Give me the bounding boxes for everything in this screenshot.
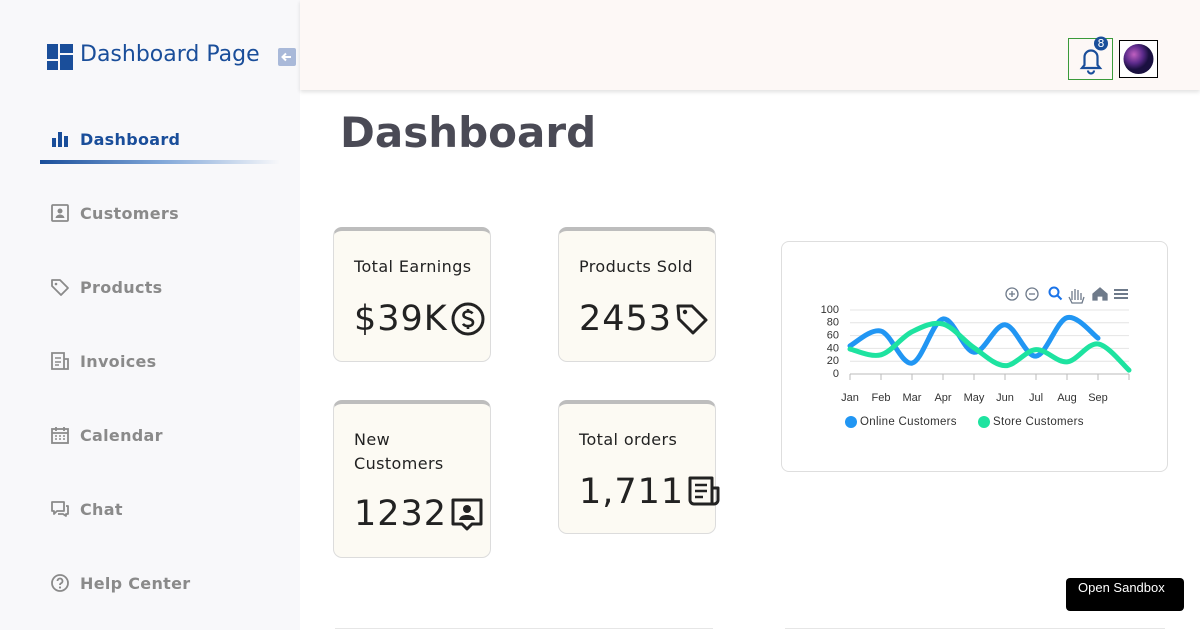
- zoom-in-button[interactable]: [1005, 287, 1019, 301]
- x-tick-label: Feb: [872, 392, 891, 404]
- divider: [335, 628, 713, 629]
- contact-icon: [451, 498, 483, 531]
- nav-item[interactable]: Invoices: [50, 346, 290, 376]
- y-tick-label: 0: [833, 368, 839, 380]
- x-tick-label: Jan: [841, 392, 859, 404]
- x-tick-label: Apr: [934, 392, 951, 404]
- legend-marker: [978, 416, 990, 428]
- nav-item[interactable]: Customers: [50, 198, 290, 228]
- nav-label: Products: [80, 277, 163, 297]
- nav-icon: [51, 501, 69, 517]
- nav-label: Dashboard: [80, 129, 181, 149]
- header-actions: 8: [1068, 36, 1158, 80]
- avatar: [1123, 44, 1154, 74]
- nav-item[interactable]: Chat: [50, 494, 290, 524]
- card-label: Total Earnings: [354, 257, 472, 276]
- selection-zoom-button[interactable]: [1048, 286, 1063, 301]
- card-value: 1232: [354, 494, 448, 534]
- invoice-icon: [688, 476, 720, 506]
- nav-item[interactable]: Calendar: [50, 420, 290, 450]
- chart-toolbar: [1005, 286, 1128, 304]
- card: New Customers 1232: [333, 400, 491, 558]
- card-value: $39K: [354, 299, 448, 339]
- divider: [785, 628, 1165, 629]
- x-tick-label: Aug: [1057, 392, 1077, 404]
- bell-icon: [1079, 49, 1103, 75]
- x-tick-label: Mar: [903, 392, 922, 404]
- line-series: [847, 320, 1132, 373]
- x-tick-label: Sep: [1088, 392, 1108, 404]
- nav-label: Calendar: [80, 425, 163, 445]
- nav-icon: [51, 204, 69, 222]
- y-tick-label: 100: [821, 304, 839, 316]
- active-indicator: [40, 160, 280, 164]
- nav-icon: [52, 132, 68, 147]
- card-value: 2453: [579, 299, 673, 339]
- sidebar: Dashboard Page Dashboard Customers Product…: [0, 0, 300, 630]
- nav-icon: [51, 574, 69, 592]
- card-label: New Customers: [354, 430, 444, 473]
- nav-icon: [51, 279, 69, 296]
- dollar-icon: [451, 302, 485, 336]
- tag-icon: [676, 304, 708, 335]
- nav-item[interactable]: Dashboard: [50, 124, 290, 154]
- nav-icon: [51, 352, 69, 370]
- nav-item[interactable]: Help Center: [50, 568, 290, 598]
- x-tick-label: Jul: [1029, 392, 1043, 404]
- topbar: [300, 0, 1200, 90]
- card-label: Total orders: [579, 430, 678, 449]
- brand-title: Dashboard Page: [80, 42, 260, 67]
- chart-card: [781, 241, 1168, 472]
- open-sandbox-button[interactable]: Open Sandbox: [1066, 578, 1184, 611]
- notification-count: 8: [1098, 37, 1105, 50]
- card-label: Products Sold: [579, 257, 693, 276]
- nav-label: Chat: [80, 499, 123, 519]
- line-series: [847, 315, 1101, 366]
- nav-item[interactable]: Products: [50, 272, 290, 302]
- notification-badge: [1094, 36, 1108, 51]
- reset-button[interactable]: [1092, 287, 1108, 301]
- nav-icon: [51, 427, 69, 444]
- y-tick-label: 20: [827, 355, 839, 367]
- zoom-out-button[interactable]: [1025, 287, 1039, 301]
- nav-label: Customers: [80, 203, 179, 223]
- y-tick-label: 40: [827, 342, 839, 354]
- menu-button[interactable]: [1114, 289, 1128, 299]
- legend-label: Online Customers: [860, 416, 957, 428]
- collapse-button[interactable]: [278, 48, 296, 66]
- brand-logo: [47, 44, 73, 70]
- nav-label: Invoices: [80, 351, 157, 371]
- x-tick-label: Jun: [996, 392, 1014, 404]
- pan-button[interactable]: [1068, 289, 1085, 304]
- card: Total orders 1,711: [558, 400, 720, 534]
- card-value: 1,711: [579, 472, 685, 512]
- card: Products Sold 2453: [558, 227, 716, 362]
- card: Total Earnings $39K: [333, 227, 491, 362]
- notification-button[interactable]: [1068, 38, 1113, 80]
- y-tick-label: 60: [827, 330, 839, 342]
- nav-label: Help Center: [80, 573, 191, 593]
- y-tick-label: 80: [827, 317, 839, 329]
- legend-label: Store Customers: [993, 416, 1084, 428]
- legend-marker: [845, 416, 857, 428]
- x-tick-label: May: [964, 392, 985, 404]
- page-title: Dashboard: [340, 108, 597, 157]
